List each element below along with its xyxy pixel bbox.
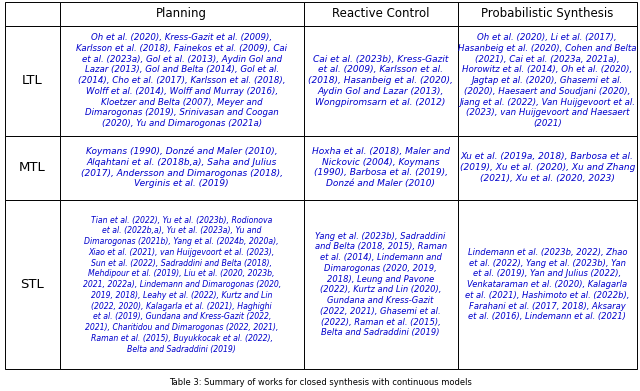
- Bar: [60, 136, 303, 199]
- Bar: [458, 2, 637, 26]
- Bar: [458, 26, 637, 136]
- Bar: [60, 2, 303, 26]
- Text: Oh et al. (2020), Kress-Gazit et al. (2009),
Karlsson et al. (2018), Fainekos et: Oh et al. (2020), Kress-Gazit et al. (20…: [76, 33, 287, 128]
- Text: Tian et al. (2022), Yu et al. (2023b), Rodionova
et al. (2022b,a), Yu et al. (20: Tian et al. (2022), Yu et al. (2023b), R…: [83, 215, 281, 353]
- Text: Xu et al. (2019a, 2018), Barbosa et al.
(2019), Xu et al. (2020), Xu and Zhang
(: Xu et al. (2019a, 2018), Barbosa et al. …: [460, 152, 635, 183]
- Text: Koymans (1990), Donzé and Maler (2010),
Alqahtani et al. (2018b,a), Saha and Jul: Koymans (1990), Donzé and Maler (2010), …: [81, 147, 283, 188]
- Text: Planning: Planning: [156, 7, 207, 20]
- Text: LTL: LTL: [22, 74, 43, 87]
- Text: Oh et al. (2020), Li et al. (2017),
Hasanbeig et al. (2020), Cohen and Belta
(20: Oh et al. (2020), Li et al. (2017), Hasa…: [458, 33, 637, 128]
- Bar: [5, 2, 60, 26]
- Bar: [60, 199, 303, 369]
- Bar: [303, 2, 458, 26]
- Text: STL: STL: [20, 278, 44, 291]
- Text: Probabilistic Synthesis: Probabilistic Synthesis: [481, 7, 614, 20]
- Bar: [60, 26, 303, 136]
- Text: Yang et al. (2023b), Sadraddini
and Belta (2018, 2015), Raman
et al. (2014), Lin: Yang et al. (2023b), Sadraddini and Belt…: [315, 231, 447, 337]
- Text: MTL: MTL: [19, 161, 46, 174]
- Text: Table 3: Summary of works for closed synthesis with continuous models: Table 3: Summary of works for closed syn…: [168, 378, 472, 387]
- Text: Hoxha et al. (2018), Maler and
Nickovic (2004), Koymans
(1990), Barbosa et al. (: Hoxha et al. (2018), Maler and Nickovic …: [312, 147, 450, 188]
- Bar: [458, 136, 637, 199]
- Bar: [458, 199, 637, 369]
- Bar: [303, 199, 458, 369]
- Text: Cai et al. (2023b), Kress-Gazit
et al. (2009), Karlsson et al.
(2018), Hasanbeig: Cai et al. (2023b), Kress-Gazit et al. (…: [308, 55, 453, 107]
- Bar: [303, 26, 458, 136]
- Bar: [303, 136, 458, 199]
- Text: Reactive Control: Reactive Control: [332, 7, 429, 20]
- Bar: [5, 199, 60, 369]
- Text: Lindemann et al. (2023b, 2022), Zhao
et al. (2022), Yang et al. (2023b), Yan
et : Lindemann et al. (2023b, 2022), Zhao et …: [465, 248, 630, 321]
- Bar: [5, 136, 60, 199]
- Bar: [5, 26, 60, 136]
